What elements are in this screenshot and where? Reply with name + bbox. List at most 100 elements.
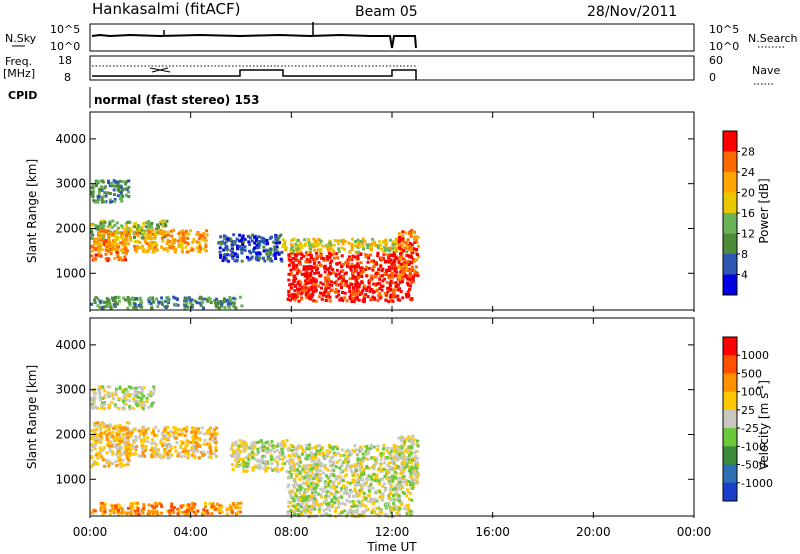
data-cell [394, 237, 398, 241]
data-cell [135, 404, 139, 407]
data-cell [169, 229, 173, 233]
data-cell [387, 286, 391, 290]
data-cell [415, 248, 419, 251]
data-cell [327, 278, 331, 282]
data-cell [408, 491, 412, 495]
data-cell [119, 256, 123, 260]
data-cell [357, 493, 361, 497]
data-cell [390, 266, 394, 270]
colorbar-tick-label: 4 [741, 269, 748, 282]
data-cell [230, 510, 234, 514]
data-cell [343, 459, 347, 463]
data-cell [101, 448, 105, 452]
data-cell [264, 463, 267, 467]
data-cell [110, 394, 114, 398]
data-cell [90, 237, 94, 240]
data-cell [250, 451, 254, 455]
data-cell [313, 279, 317, 283]
data-cell [337, 481, 341, 485]
data-cell [117, 296, 121, 300]
data-cell [399, 254, 403, 258]
data-cell [311, 456, 315, 459]
data-cell [102, 236, 105, 239]
data-cell [373, 476, 377, 480]
data-cell [346, 457, 350, 461]
data-cell [370, 297, 374, 301]
data-cell [413, 461, 417, 465]
data-cell [132, 222, 136, 226]
data-cell [140, 405, 144, 409]
data-cell [371, 268, 375, 272]
data-cell [349, 508, 353, 512]
data-cell [151, 401, 155, 405]
data-cell [248, 249, 251, 253]
data-cell [297, 498, 300, 502]
data-cell [371, 295, 375, 299]
data-cell [190, 298, 194, 302]
data-cell [398, 276, 402, 280]
data-cell [365, 445, 369, 448]
data-cell [413, 477, 417, 481]
data-cell [344, 271, 348, 275]
data-cell [409, 478, 413, 482]
data-cell [394, 274, 398, 278]
data-cell [389, 297, 393, 301]
data-cell [409, 437, 413, 440]
data-cell [304, 495, 308, 499]
data-cell [238, 458, 242, 461]
data-cell [155, 248, 159, 252]
data-cell [361, 452, 365, 456]
data-cell [407, 506, 411, 510]
data-cell [364, 292, 368, 296]
data-cell [113, 198, 117, 201]
data-cell [91, 186, 95, 190]
data-cell [113, 504, 117, 508]
colorbar-tick-label: -25 [741, 422, 759, 435]
data-cell [108, 385, 112, 389]
data-cell [198, 301, 202, 305]
data-cell [258, 240, 262, 243]
data-cell [202, 508, 206, 512]
data-cell [335, 283, 338, 287]
data-cell [135, 399, 138, 403]
data-cell [151, 297, 155, 301]
data-cell [239, 450, 243, 454]
data-cell [315, 251, 319, 255]
data-cell [121, 234, 124, 237]
data-cell [285, 470, 289, 473]
data-cell [367, 256, 370, 260]
data-cell [125, 238, 129, 242]
data-cell [172, 229, 175, 233]
data-cell [291, 251, 295, 255]
data-cell [405, 449, 409, 453]
data-cell [262, 467, 266, 471]
data-cell [90, 192, 94, 196]
data-cell [241, 236, 245, 240]
data-cell [356, 274, 360, 278]
data-cell [138, 241, 142, 245]
data-cell [392, 294, 396, 298]
data-cell [304, 502, 308, 506]
data-cell [325, 502, 329, 506]
data-cell [355, 511, 359, 515]
data-cell [286, 511, 290, 515]
data-cell [102, 242, 106, 246]
data-cell [403, 478, 407, 482]
data-cell [203, 439, 207, 442]
data-cell [108, 404, 112, 408]
data-cell [251, 443, 255, 447]
data-cell [330, 288, 334, 292]
data-cell [375, 271, 379, 275]
data-cell [157, 300, 161, 304]
data-cell [107, 428, 111, 431]
data-cell [124, 228, 128, 232]
data-cell [401, 240, 405, 243]
data-cell [405, 464, 409, 468]
data-cell [119, 465, 123, 469]
data-cell [265, 466, 269, 470]
data-cell [324, 513, 328, 517]
data-cell [162, 248, 166, 251]
data-cell [133, 428, 137, 432]
data-cell [383, 272, 387, 276]
data-cell [305, 454, 309, 458]
